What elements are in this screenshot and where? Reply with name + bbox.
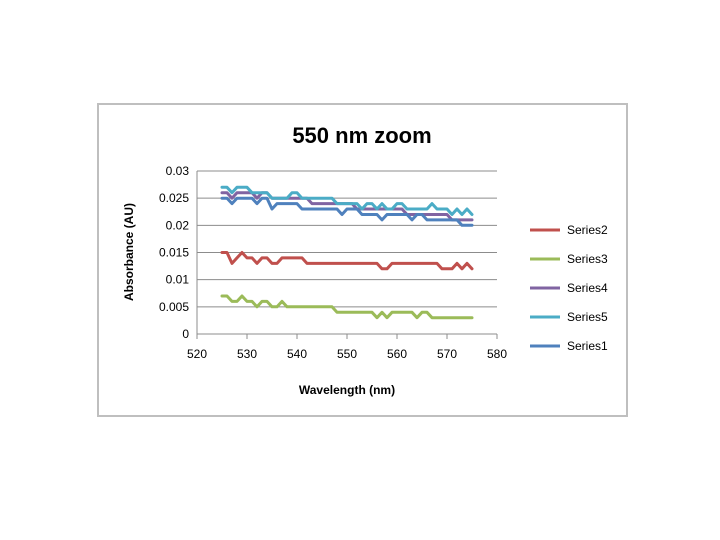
y-tick-label: 0.01 [166, 273, 190, 287]
legend-label-series4: Series4 [567, 281, 608, 295]
x-tick-label: 580 [487, 347, 507, 361]
legend-label-series3: Series3 [567, 252, 608, 266]
series-line-series3 [220, 294, 474, 320]
x-tick-label: 560 [387, 347, 407, 361]
y-tick-label: 0.005 [159, 300, 189, 314]
y-tick-label: 0.02 [166, 218, 190, 232]
y-tick-label: 0.03 [166, 164, 190, 178]
tick-labels: 0 0.005 0.01 0.015 0.02 0.025 0.03 520 530 540 550… [159, 164, 507, 361]
y-tick-label: 0 [182, 327, 189, 341]
y-axis-title: Absorbance (AU) [122, 203, 136, 301]
x-tick-label: 540 [287, 347, 307, 361]
x-tick-label: 530 [237, 347, 257, 361]
chart-title: 550 nm zoom [292, 123, 431, 148]
legend: Series2 Series3 Series4 Series5 Series1 [530, 223, 608, 353]
series-line-series2 [220, 251, 474, 271]
series-line-series5 [220, 185, 474, 216]
series-line-series1 [220, 196, 474, 227]
x-axis-title: Wavelength (nm) [299, 383, 395, 397]
x-tick-label: 570 [437, 347, 457, 361]
y-tick-label: 0.015 [159, 246, 189, 260]
axes [196, 171, 498, 339]
legend-label-series2: Series2 [567, 223, 608, 237]
series-lines [220, 185, 474, 320]
y-tick-label: 0.025 [159, 191, 189, 205]
legend-label-series5: Series5 [567, 310, 608, 324]
x-tick-label: 520 [187, 347, 207, 361]
x-tick-label: 550 [337, 347, 357, 361]
legend-label-series1: Series1 [567, 339, 608, 353]
